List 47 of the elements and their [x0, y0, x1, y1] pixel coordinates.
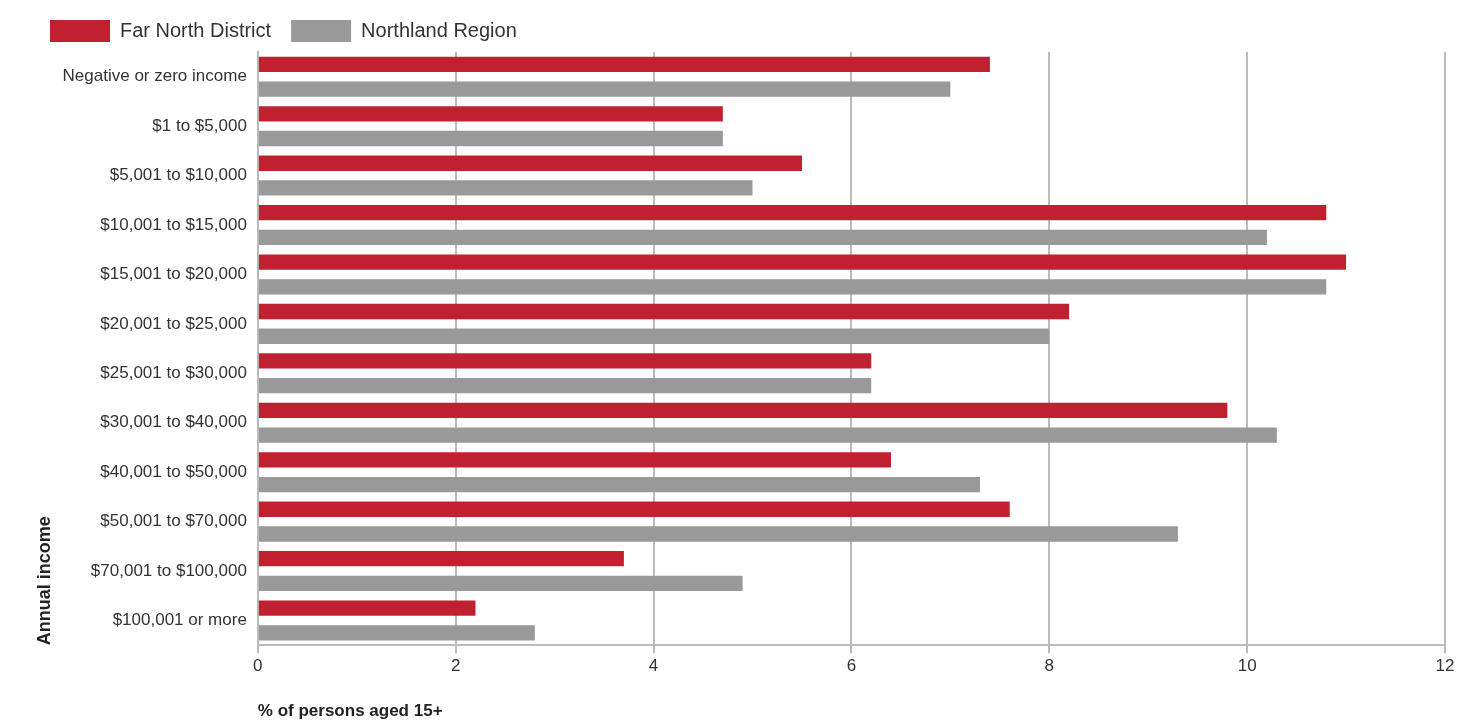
bar [258, 254, 1347, 270]
bar [258, 328, 1050, 344]
y-tick-label: $100,001 or more [112, 610, 247, 630]
y-tick-label: Negative or zero income [62, 66, 247, 86]
y-tick-label: $25,001 to $30,000 [100, 363, 247, 382]
y-tick-label: $10,001 to $15,000 [100, 214, 247, 234]
bar [258, 625, 535, 641]
bar [258, 229, 1267, 246]
bar [258, 56, 990, 73]
legend-label: Far North District [120, 18, 272, 41]
bar [258, 279, 1327, 295]
x-tick-label: 0 [253, 656, 263, 676]
bar [258, 353, 872, 369]
bar [258, 155, 802, 171]
legend-label: Northland Region [361, 18, 517, 41]
y-tick-label: $5,001 to $10,000 [109, 165, 247, 185]
bar [258, 551, 624, 567]
y-tick-label: $15,001 to $20,000 [100, 264, 247, 284]
y-axis-title: Annual income [33, 516, 54, 646]
x-tick-label: 4 [648, 656, 659, 676]
bar [258, 501, 1010, 517]
x-tick-label: 10 [1237, 656, 1257, 676]
y-tick-label: $30,001 to $40,000 [100, 412, 247, 432]
y-tick-label: $70,001 to $100,000 [90, 560, 247, 580]
bar [258, 526, 1178, 542]
bar [258, 106, 723, 122]
bar [258, 452, 891, 468]
bar [258, 205, 1327, 221]
bar [258, 575, 743, 592]
bar [258, 180, 753, 196]
bar [258, 600, 476, 616]
y-tick-label: $40,001 to $50,000 [100, 461, 247, 481]
x-tick-label: 2 [450, 656, 461, 676]
y-tick-label: $50,001 to $70,000 [100, 511, 247, 531]
x-tick-label: 8 [1044, 656, 1055, 676]
bar [258, 402, 1228, 419]
y-tick-label: $1 to $5,000 [152, 115, 247, 135]
y-tick-label: $20,001 to $25,000 [100, 313, 247, 333]
x-tick-label: 6 [846, 656, 857, 676]
x-tick-label: 12 [1435, 656, 1455, 676]
x-axis-title: % of persons aged 15+ [257, 701, 443, 721]
bar [258, 303, 1070, 320]
bar [258, 130, 723, 147]
bar [258, 81, 951, 97]
bar [258, 378, 872, 394]
bar [258, 476, 981, 493]
bar [258, 427, 1277, 443]
